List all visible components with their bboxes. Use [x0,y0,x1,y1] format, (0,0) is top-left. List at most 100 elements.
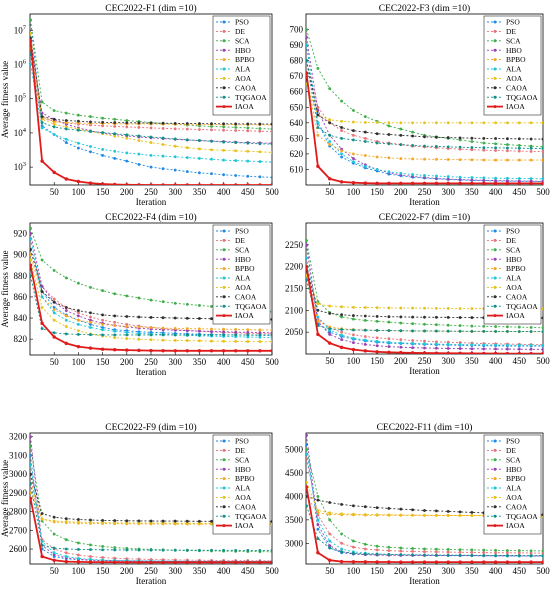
x-tick-label: 350 [193,187,207,197]
data-point-iaoa [517,560,522,564]
y-tick-label: 106 [14,59,27,70]
data-point-ala [76,141,80,145]
legend-marker-pso [493,20,497,24]
data-point-sca [101,116,105,120]
legend-marker-de [222,448,226,452]
x-tick-label: 150 [96,357,110,367]
x-tick-label: 200 [120,187,134,197]
data-point-caoa [434,135,438,139]
data-point-tqgaoa [113,132,117,136]
data-point-aoa [125,136,129,140]
legend-marker-bpbo [222,267,226,271]
data-point-iaoa [529,351,533,354]
data-point-hbo [505,347,509,351]
data-point-hbo [30,435,32,439]
legend-marker-tqgaoa [493,304,497,308]
data-point-iaoa [30,38,33,43]
data-point-bpbo [246,328,250,332]
y-tick-label: 610 [290,164,304,174]
y-tick-label: 4500 [285,468,304,478]
legend-label-bpbo: BPBO [235,55,255,64]
data-point-ala [234,159,238,163]
data-point-tqgaoa [529,554,533,558]
data-point-iaoa [505,351,510,354]
y-tick-label: 3500 [285,515,304,525]
data-point-sca [161,300,165,304]
data-point-sca [316,66,320,70]
legend-marker-caoa [222,505,226,509]
legend-marker-aoa [222,76,226,80]
data-point-caoa [375,506,379,510]
data-point-caoa [328,121,332,125]
data-point-de [76,553,80,557]
data-point-iaoa [306,485,309,489]
data-point-tqgaoa [76,332,80,336]
data-point-de [541,551,543,555]
data-point-ala [316,315,320,319]
data-point-iaoa [422,181,427,185]
data-point-de [482,551,486,555]
data-point-tqgaoa [40,121,44,125]
data-point-hbo [434,346,438,350]
data-point-aoa [173,338,177,342]
data-point-ala [40,126,44,130]
legend-label-bpbo: BPBO [235,264,255,273]
data-point-bpbo [149,326,153,329]
data-point-aoa [52,122,56,126]
x-tick-label: 450 [241,566,255,576]
data-point-sca [306,239,308,242]
legend-label-hbo: HBO [235,255,251,264]
x-tick-label: 350 [465,187,479,197]
data-point-caoa [399,315,403,319]
data-point-tqgaoa [387,329,391,333]
data-point-caoa [482,136,486,140]
data-point-bpbo [30,491,32,495]
data-point-sca [246,126,250,130]
legend-label-caoa: CAOA [235,502,257,511]
x-tick-label: 450 [241,357,255,367]
data-point-hbo [411,346,415,350]
data-point-caoa [387,315,391,319]
x-tick-label: 250 [144,566,158,576]
data-point-de [113,320,117,324]
data-point-tqgaoa [222,333,226,337]
legend-label-ala: ALA [235,484,251,493]
data-point-sca [234,125,238,129]
legend-label-tqgaoa: TQGAOA [506,93,538,102]
data-point-iaoa [100,182,105,185]
data-point-sca [30,226,32,230]
data-point-aoa [411,513,415,517]
data-point-hbo [541,347,543,351]
data-point-sca [52,109,56,113]
data-point-tqgaoa [125,548,129,552]
data-point-aoa [161,338,165,342]
data-point-sca [76,113,80,117]
data-point-tqgaoa [458,145,462,149]
data-point-caoa [541,513,543,517]
data-point-ala [340,547,344,551]
legend-marker-iaoa [222,314,226,318]
data-point-tqgaoa [52,125,56,129]
legend-marker-ala [493,486,497,490]
data-point-iaoa [76,179,81,184]
data-point-sca [149,298,153,302]
data-point-tqgaoa [197,333,201,337]
data-point-de [52,297,56,301]
data-point-ala [197,156,201,160]
data-point-hbo [387,345,391,349]
data-point-aoa [234,339,238,343]
data-point-iaoa [185,560,190,564]
data-point-sca [270,310,272,314]
legend-marker-sca [222,39,226,43]
data-point-iaoa [197,183,202,185]
data-point-aoa [185,146,189,150]
data-point-caoa [470,316,474,320]
series-group [306,239,543,354]
data-point-caoa [246,122,250,126]
data-point-caoa [446,315,450,319]
data-point-caoa [64,517,68,521]
data-point-tqgaoa [234,548,238,552]
data-point-ala [434,342,438,346]
series-line-bpbo [30,48,272,126]
x-tick-label: 250 [418,356,432,366]
